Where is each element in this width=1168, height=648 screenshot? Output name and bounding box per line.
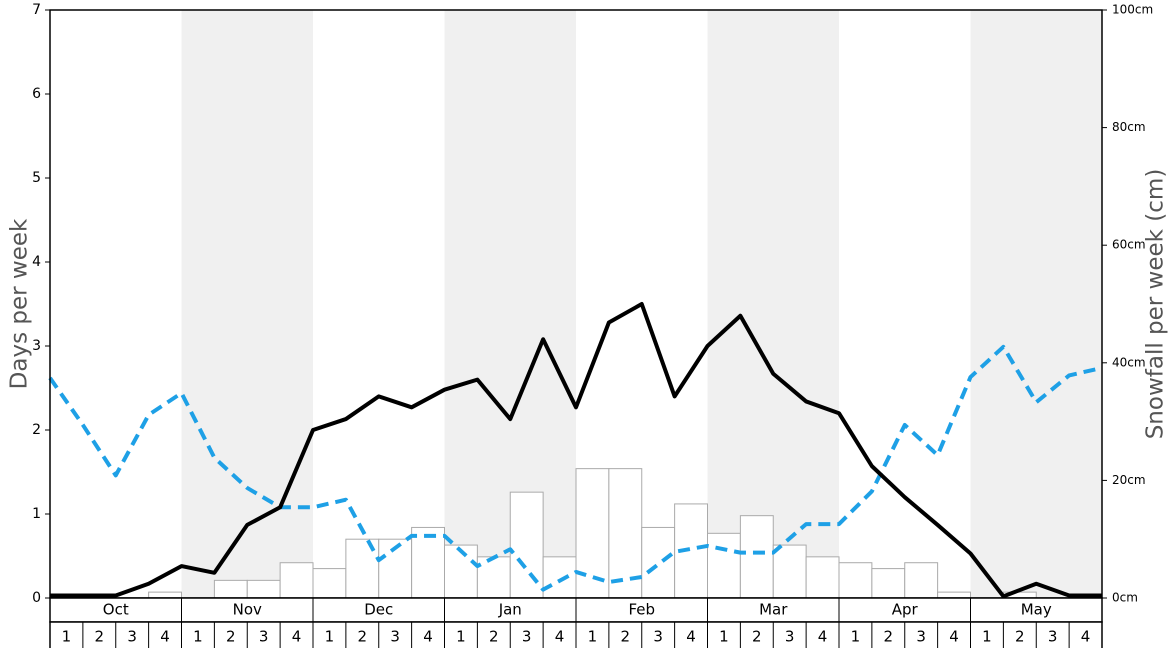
snowfall-bar xyxy=(838,562,873,599)
week-label: 4 xyxy=(1081,628,1091,646)
y-tick-label: 3 xyxy=(32,338,41,354)
week-label: 1 xyxy=(456,628,466,646)
y2-tick-label: 40cm xyxy=(1112,355,1146,369)
snowfall-bar xyxy=(148,591,182,599)
week-label: 3 xyxy=(127,628,137,646)
y2-axis-label: Snowfall per week (cm) xyxy=(1143,169,1168,440)
snowfall-bar xyxy=(213,579,248,599)
week-label: 3 xyxy=(916,628,926,646)
week-label: 2 xyxy=(95,628,105,646)
snowfall-bar xyxy=(246,579,281,599)
month-label: Mar xyxy=(759,601,788,619)
week-label: 4 xyxy=(949,628,959,646)
week-label: 2 xyxy=(358,628,368,646)
month-label: May xyxy=(1021,601,1052,619)
month-label: Oct xyxy=(103,601,129,619)
snowfall-bar xyxy=(739,515,774,599)
snowfall-bar xyxy=(476,556,511,599)
month-label: Feb xyxy=(628,601,655,619)
week-label: 1 xyxy=(62,628,72,646)
y2-tick-label: 60cm xyxy=(1112,238,1146,252)
month-label: Apr xyxy=(892,601,919,619)
y-tick-label: 6 xyxy=(32,86,41,102)
week-label: 2 xyxy=(1015,628,1025,646)
y-tick-label: 4 xyxy=(32,254,41,270)
y-axis-label: Days per week xyxy=(7,218,33,389)
week-label: 1 xyxy=(588,628,598,646)
y-tick-label: 5 xyxy=(32,170,41,186)
snowfall-bar xyxy=(641,526,676,599)
week-label: 3 xyxy=(1048,628,1058,646)
week-label: 4 xyxy=(818,628,828,646)
snowfall-bar xyxy=(937,591,971,599)
dashed-line xyxy=(48,344,1103,592)
week-label: 4 xyxy=(686,628,696,646)
snowfall-bar xyxy=(279,562,314,599)
snowfall-bar xyxy=(312,568,347,599)
month-shade xyxy=(970,10,1102,598)
week-label: 1 xyxy=(193,628,203,646)
month-shade xyxy=(707,10,839,598)
week-label: 2 xyxy=(489,628,499,646)
y2-tick-label: 0cm xyxy=(1112,591,1138,605)
month-label: Jan xyxy=(498,601,522,619)
week-label: 1 xyxy=(851,628,861,646)
week-label: 4 xyxy=(292,628,302,646)
week-label: 1 xyxy=(719,628,729,646)
week-label: 3 xyxy=(653,628,663,646)
snowfall-bar xyxy=(509,491,544,599)
y2-tick-label: 100cm xyxy=(1112,3,1153,17)
week-label: 1 xyxy=(982,628,992,646)
y-tick-label: 2 xyxy=(32,422,41,438)
y2-tick-label: 20cm xyxy=(1112,473,1146,487)
week-label: 3 xyxy=(785,628,795,646)
week-label: 3 xyxy=(259,628,269,646)
snowfall-bar xyxy=(707,532,741,599)
snowfall-bar xyxy=(772,544,807,599)
month-shade xyxy=(181,10,313,598)
week-label: 2 xyxy=(226,628,236,646)
week-label: 4 xyxy=(423,628,433,646)
snowfall-bar xyxy=(805,556,840,599)
y-tick-label: 0 xyxy=(32,590,41,606)
week-label: 1 xyxy=(325,628,335,646)
week-label: 3 xyxy=(390,628,400,646)
snowfall-bar xyxy=(904,562,939,599)
week-label: 2 xyxy=(621,628,631,646)
solid-line xyxy=(50,302,1102,599)
y-tick-label: 7 xyxy=(32,2,41,18)
week-label: 4 xyxy=(555,628,565,646)
week-label: 4 xyxy=(160,628,170,646)
week-label: 2 xyxy=(884,628,894,646)
month-label: Nov xyxy=(233,601,262,619)
y-tick-label: 1 xyxy=(32,506,41,522)
y2-tick-label: 80cm xyxy=(1112,120,1146,134)
week-label: 2 xyxy=(752,628,762,646)
month-label: Dec xyxy=(364,601,393,619)
week-label: 3 xyxy=(522,628,532,646)
snowfall-bar xyxy=(444,544,478,599)
snowfall-bar xyxy=(411,526,445,599)
snowfall-bar xyxy=(871,568,906,599)
snowfall-bar xyxy=(542,556,577,599)
